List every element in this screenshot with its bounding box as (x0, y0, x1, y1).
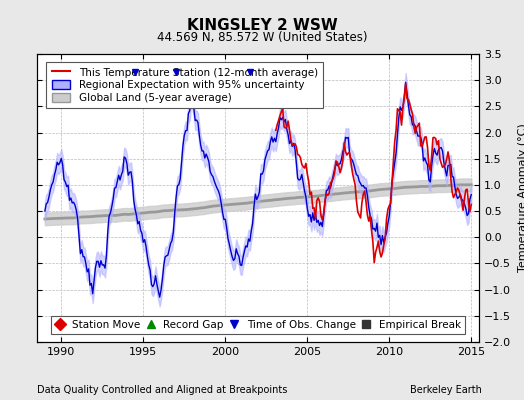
Legend: Station Move, Record Gap, Time of Obs. Change, Empirical Break: Station Move, Record Gap, Time of Obs. C… (51, 316, 465, 334)
Text: Berkeley Earth: Berkeley Earth (410, 385, 482, 395)
Text: 44.569 N, 85.572 W (United States): 44.569 N, 85.572 W (United States) (157, 32, 367, 44)
Text: Data Quality Controlled and Aligned at Breakpoints: Data Quality Controlled and Aligned at B… (37, 385, 287, 395)
Y-axis label: Temperature Anomaly (°C): Temperature Anomaly (°C) (518, 124, 524, 272)
Text: KINGSLEY 2 WSW: KINGSLEY 2 WSW (187, 18, 337, 34)
